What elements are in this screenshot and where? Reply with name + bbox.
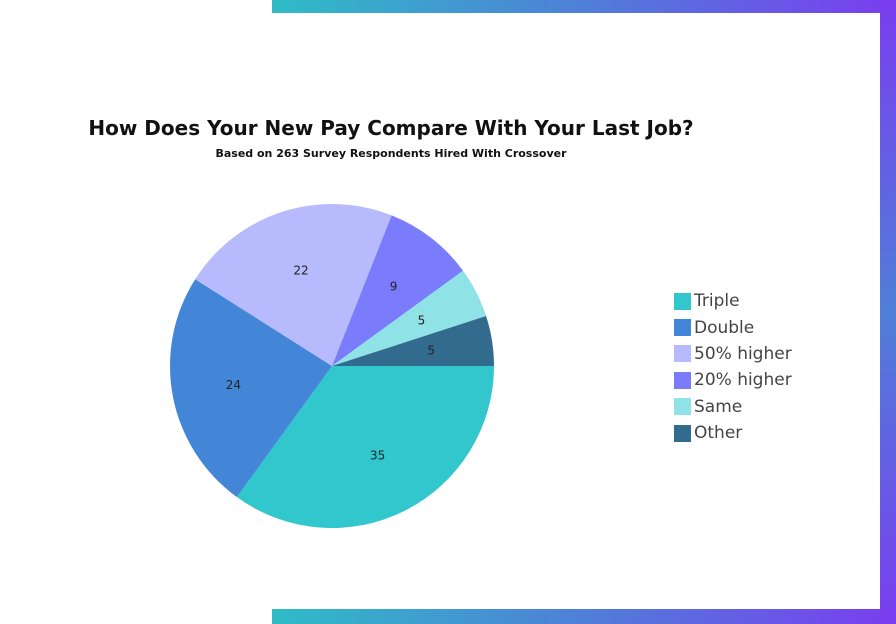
legend-swatch bbox=[674, 371, 691, 389]
pie-slice-double bbox=[170, 279, 332, 498]
legend-item-50-higher: 50% higher bbox=[674, 341, 792, 367]
slice-value-label: 24 bbox=[226, 378, 241, 392]
legend-label: Same bbox=[694, 396, 743, 417]
legend-label: Other bbox=[694, 423, 743, 444]
right-gradient-bar bbox=[880, 0, 896, 624]
legend-swatch bbox=[674, 345, 691, 363]
legend-item-double: Double bbox=[674, 314, 792, 340]
slice-value-label: 9 bbox=[390, 280, 398, 294]
legend: Triple Double 50% higher 20% higher Same Othe… bbox=[674, 288, 792, 446]
legend-swatch bbox=[674, 319, 691, 337]
pie-slice-same bbox=[332, 270, 487, 366]
legend-swatch bbox=[674, 398, 691, 416]
legend-item-same: Same bbox=[674, 394, 792, 420]
bottom-gradient-bar bbox=[272, 609, 896, 624]
slice-value-label: 5 bbox=[418, 313, 426, 327]
legend-item-20-higher: 20% higher bbox=[674, 367, 792, 393]
pie-slice-triple bbox=[236, 366, 494, 528]
legend-item-triple: Triple bbox=[674, 288, 792, 314]
pie-slice-50-higher bbox=[195, 204, 392, 366]
top-gradient-bar bbox=[272, 0, 896, 13]
slice-value-label: 35 bbox=[370, 448, 385, 462]
chart-subtitle: Based on 263 Survey Respondents Hired Wi… bbox=[215, 147, 567, 160]
pie-slice-20-higher bbox=[332, 215, 464, 366]
legend-label: 20% higher bbox=[694, 370, 792, 391]
pie-slice-other bbox=[332, 315, 494, 366]
legend-label: Double bbox=[694, 317, 755, 338]
slice-value-label: 5 bbox=[427, 343, 435, 357]
legend-swatch bbox=[674, 424, 691, 442]
legend-swatch bbox=[674, 292, 691, 310]
legend-item-other: Other bbox=[674, 420, 792, 446]
legend-label: Triple bbox=[694, 291, 740, 312]
slice-value-label: 22 bbox=[293, 263, 308, 277]
legend-label: 50% higher bbox=[694, 343, 792, 364]
chart-title: How Does Your New Pay Compare With Your … bbox=[88, 116, 694, 140]
